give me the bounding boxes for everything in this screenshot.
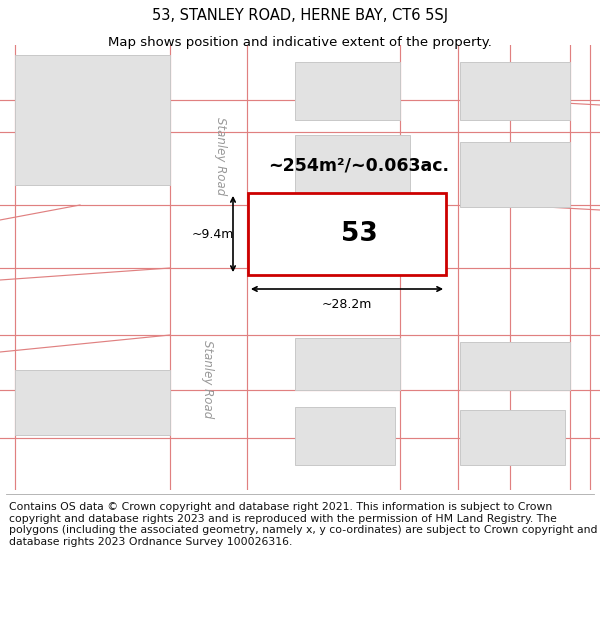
Text: 53, STANLEY ROAD, HERNE BAY, CT6 5SJ: 53, STANLEY ROAD, HERNE BAY, CT6 5SJ — [152, 8, 448, 23]
Bar — [295, 407, 395, 465]
Bar — [195, 45, 247, 268]
Bar — [168, 268, 247, 490]
Text: Stanley Road: Stanley Road — [215, 118, 227, 196]
Text: ~9.4m: ~9.4m — [192, 228, 234, 241]
Bar — [460, 342, 570, 390]
Text: Contains OS data © Crown copyright and database right 2021. This information is : Contains OS data © Crown copyright and d… — [9, 502, 598, 547]
Text: ~28.2m: ~28.2m — [322, 299, 372, 311]
Bar — [295, 338, 400, 390]
Text: ~254m²/~0.063ac.: ~254m²/~0.063ac. — [268, 156, 449, 174]
Bar — [15, 370, 170, 435]
Bar — [460, 142, 570, 207]
Bar — [248, 193, 446, 275]
Bar — [295, 62, 400, 120]
Bar — [295, 135, 410, 207]
Bar — [460, 410, 565, 465]
Text: Stanley Road: Stanley Road — [201, 340, 214, 418]
Bar — [460, 62, 570, 120]
Text: Map shows position and indicative extent of the property.: Map shows position and indicative extent… — [108, 36, 492, 49]
Text: 53: 53 — [341, 221, 377, 247]
Bar — [15, 55, 170, 185]
Bar — [258, 202, 340, 267]
